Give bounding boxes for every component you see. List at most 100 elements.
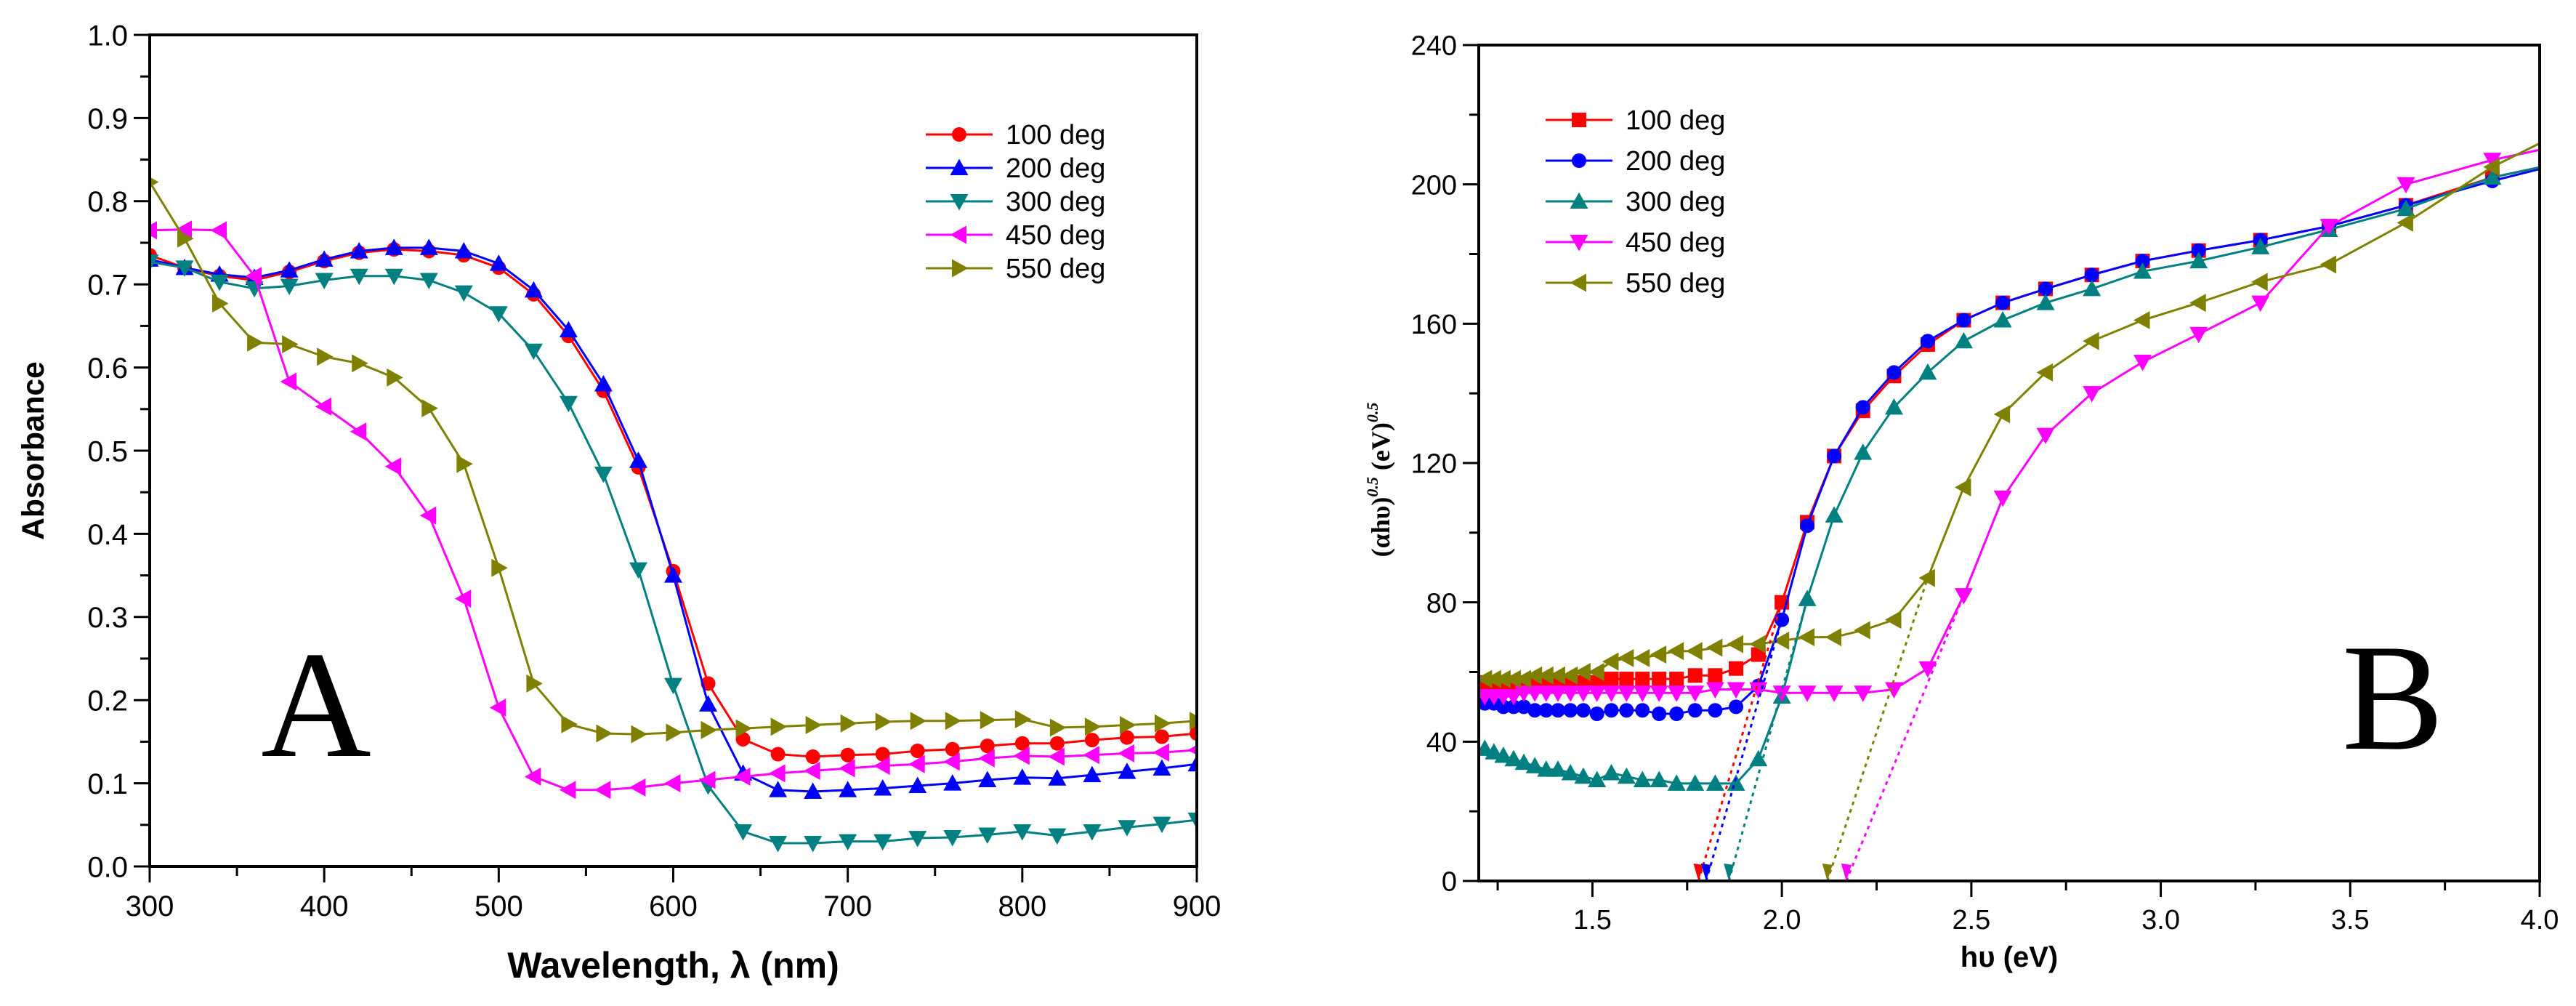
- data-point: [1485, 669, 1501, 688]
- data-point: [350, 268, 368, 286]
- data-point: [1119, 730, 1134, 745]
- legend-label: 100 deg: [1626, 105, 1725, 136]
- data-point: [908, 831, 927, 848]
- data-point: [2083, 331, 2099, 350]
- data-point: [1669, 707, 1684, 721]
- data-point: [978, 749, 995, 768]
- data-point: [1652, 707, 1667, 721]
- data-point: [1602, 763, 1620, 781]
- data-point: [1561, 685, 1580, 702]
- data-point: [2397, 213, 2413, 232]
- x-tick-label: 3.5: [2331, 905, 2370, 935]
- data-point: [1604, 703, 1619, 718]
- data-point: [1494, 669, 1511, 688]
- data-point: [700, 720, 718, 739]
- data-point: [769, 781, 788, 797]
- data-point: [315, 273, 334, 289]
- data-point: [1190, 725, 1197, 741]
- data-point: [980, 739, 995, 754]
- x-tick-label: 800: [998, 890, 1046, 922]
- panel-label: A: [261, 621, 371, 789]
- data-point: [804, 835, 823, 853]
- data-point: [524, 767, 541, 786]
- data-point: [1525, 685, 1544, 702]
- data-point: [350, 241, 368, 259]
- data-point: [1619, 703, 1634, 718]
- y-tick-label: 0: [1442, 867, 1457, 898]
- data-point: [1084, 717, 1102, 736]
- legend-marker: [1570, 273, 1586, 292]
- extrapolation-line: [1705, 619, 1783, 881]
- data-point: [1048, 747, 1065, 766]
- data-point: [2036, 363, 2054, 382]
- data-point: [978, 827, 997, 845]
- data-point: [1538, 703, 1554, 718]
- x-tick-label: 600: [649, 890, 698, 922]
- data-point: [384, 238, 403, 255]
- data-point: [2189, 294, 2206, 313]
- data-point: [150, 254, 159, 271]
- data-point: [2189, 252, 2208, 269]
- data-point: [699, 770, 716, 789]
- data-point: [978, 770, 997, 788]
- extrapolation-line: [1845, 595, 1965, 881]
- data-point: [594, 781, 611, 800]
- data-point: [1727, 682, 1745, 699]
- data-point: [1669, 672, 1684, 687]
- y-axis-title-main: (αhυ): [1366, 497, 1395, 558]
- data-point: [1633, 770, 1652, 788]
- data-point: [1995, 295, 2011, 310]
- extrapolation-line: [1826, 577, 1929, 881]
- data-point: [1154, 729, 1169, 744]
- data-point: [1886, 365, 1902, 380]
- data-point: [1708, 703, 1723, 718]
- data-point: [1635, 703, 1650, 718]
- y-tick-label: 0.0: [87, 851, 128, 883]
- data-point: [805, 749, 820, 764]
- data-point: [629, 451, 647, 468]
- data-point: [1187, 744, 1197, 755]
- data-point: [245, 281, 264, 298]
- data-point: [387, 368, 403, 387]
- data-point: [1083, 746, 1099, 765]
- y-tick-label: 0.3: [87, 602, 128, 634]
- extrapolation-arrow-marker: [1700, 864, 1711, 881]
- extrapolation-arrow-marker: [1841, 864, 1852, 881]
- data-point: [1854, 621, 1870, 640]
- data-point: [456, 454, 473, 473]
- data-point: [2397, 199, 2415, 217]
- data-point: [1083, 765, 1102, 783]
- data-point: [805, 716, 823, 735]
- data-point: [1014, 736, 1030, 751]
- data-point: [245, 267, 262, 286]
- data-point: [1652, 672, 1667, 687]
- data-point: [1918, 363, 1937, 380]
- data-point: [315, 397, 332, 416]
- data-point: [1152, 743, 1169, 762]
- data-point: [2251, 238, 2270, 254]
- data-point: [419, 506, 437, 525]
- x-tick-label: 700: [823, 890, 872, 922]
- data-point: [2319, 219, 2338, 236]
- data-point: [352, 354, 368, 373]
- data-point: [1537, 760, 1556, 777]
- data-point: [2191, 243, 2206, 258]
- data-point: [2189, 326, 2208, 344]
- y-tick-label: 0.1: [87, 768, 128, 800]
- legend-label: 450 deg: [1006, 220, 1105, 251]
- plot-area: [1479, 142, 2540, 881]
- data-point: [561, 715, 578, 733]
- data-point: [1708, 668, 1723, 683]
- data-point: [1617, 767, 1636, 784]
- panel-b-tauc-plot: 1.5 2.0 2.5 3.0 3.5 4.0 0 40 80 120 160 200 240 hυ (e…: [1363, 31, 2559, 973]
- data-point: [873, 834, 892, 851]
- data-point: [2397, 177, 2415, 194]
- data-point: [910, 712, 927, 731]
- data-point: [945, 712, 962, 731]
- data-point: [559, 395, 578, 413]
- data-point: [839, 834, 857, 851]
- y-tick-label: 1.0: [87, 20, 128, 52]
- data-point: [384, 457, 402, 476]
- y-axis-title-exponent: 0.5: [1363, 403, 1381, 423]
